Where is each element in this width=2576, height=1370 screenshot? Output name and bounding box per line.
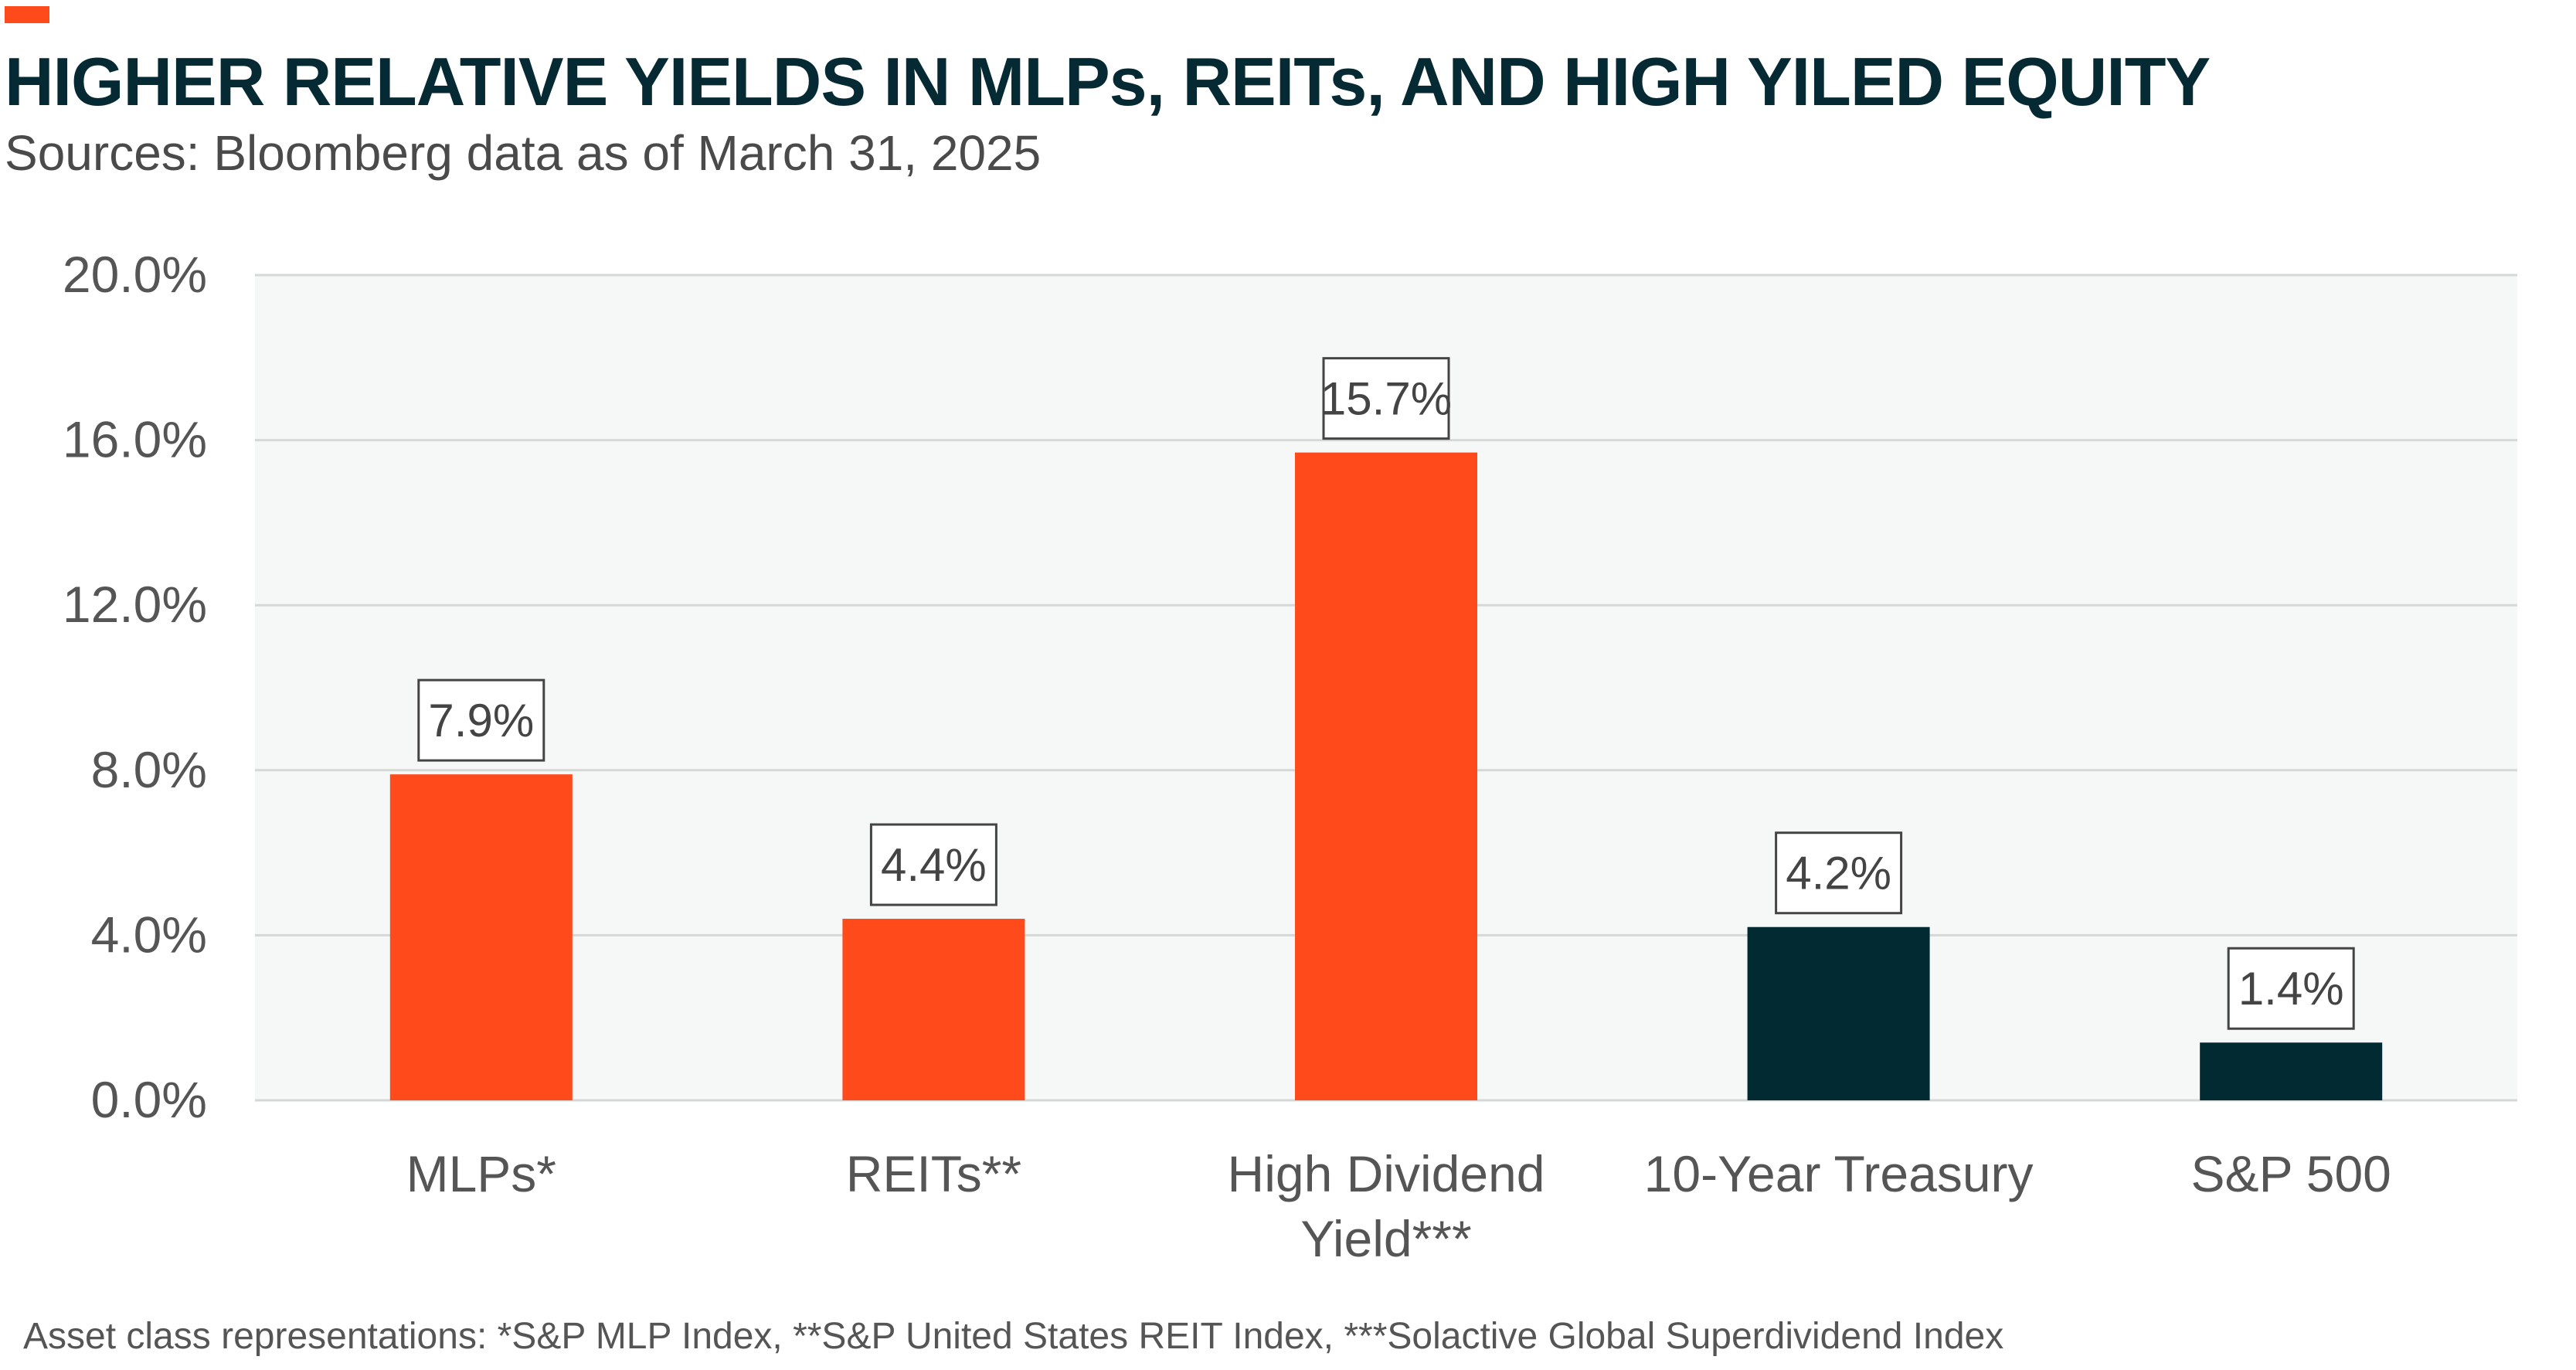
data-label: 4.4% bbox=[881, 839, 987, 891]
y-tick-label: 16.0% bbox=[63, 411, 207, 468]
bar bbox=[1747, 926, 1930, 1100]
y-tick-label: 8.0% bbox=[91, 741, 207, 798]
category-label: 10-Year Treasury bbox=[1644, 1145, 2034, 1202]
footnote: Asset class representations: *S&P MLP In… bbox=[23, 1316, 2004, 1357]
data-label: 1.4% bbox=[2238, 963, 2344, 1015]
category-label: MLPs* bbox=[406, 1145, 556, 1202]
bar bbox=[389, 774, 573, 1100]
bar bbox=[842, 919, 1025, 1100]
category-label: S&P 500 bbox=[2191, 1145, 2391, 1202]
chart-title: HIGHER RELATIVE YIELDS IN MLPs, REITs, A… bbox=[5, 43, 2211, 120]
data-label: 15.7% bbox=[1320, 373, 1452, 425]
category-label: REITs** bbox=[846, 1145, 1021, 1202]
y-tick-label: 12.0% bbox=[63, 576, 207, 633]
data-label-box bbox=[869, 823, 997, 906]
bar bbox=[2200, 1042, 2383, 1100]
bar bbox=[1295, 452, 1477, 1100]
y-tick-label: 20.0% bbox=[63, 246, 207, 303]
data-label-box bbox=[1322, 357, 1450, 440]
data-label-box bbox=[417, 678, 545, 762]
category-label: High Dividend bbox=[1228, 1145, 1545, 1202]
y-tick-label: 0.0% bbox=[91, 1071, 207, 1128]
category-label: Yield*** bbox=[1300, 1210, 1471, 1267]
data-label-box bbox=[1775, 831, 1903, 915]
data-label-box bbox=[2227, 947, 2355, 1030]
chart-subtitle: Sources: Bloomberg data as of March 31, … bbox=[5, 125, 1042, 181]
data-label: 7.9% bbox=[428, 695, 534, 746]
data-label: 4.2% bbox=[1786, 848, 1891, 899]
accent-bar bbox=[5, 6, 49, 23]
y-tick-label: 4.0% bbox=[91, 906, 207, 963]
